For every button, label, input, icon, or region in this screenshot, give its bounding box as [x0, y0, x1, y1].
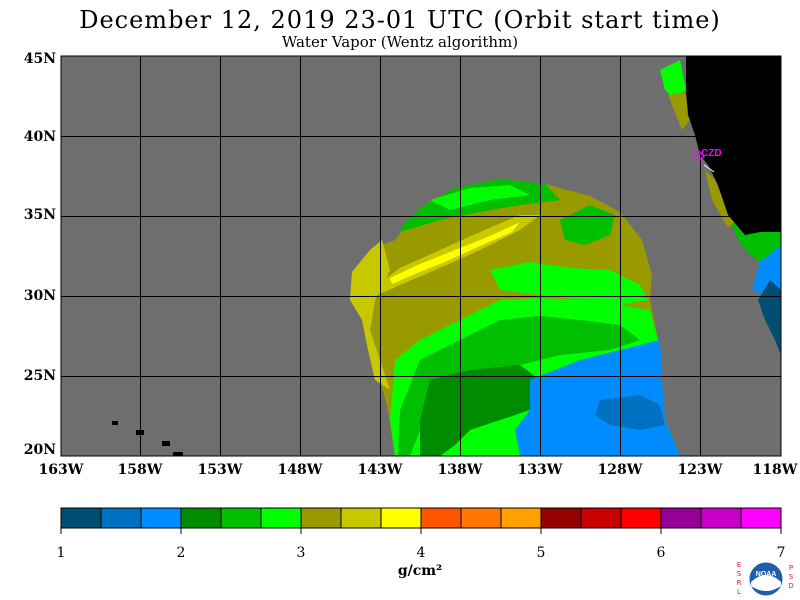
colorbar-swatch	[420, 507, 462, 529]
colorbar-swatch	[700, 507, 742, 529]
hawaii-island-kauai	[112, 421, 118, 425]
colorbar-swatch	[300, 507, 342, 529]
colorbar-swatch	[580, 507, 622, 529]
colorbar-swatch	[460, 507, 502, 529]
colorbar-tick-7: 7	[776, 545, 786, 561]
swath-bright-green-north	[430, 185, 530, 210]
colorbar-swatch	[140, 507, 182, 529]
swath-dark-green	[398, 316, 640, 456]
lon-label-128w: 128W	[597, 462, 643, 478]
map-subtitle: Water Vapor (Wentz algorithm)	[281, 33, 519, 51]
colorbar-swatch	[620, 507, 662, 529]
colorbar	[60, 507, 782, 534]
colorbar-tick-6: 6	[656, 545, 666, 561]
lat-label-30n: 30N	[23, 288, 56, 304]
lon-label-133w: 133W	[517, 462, 563, 478]
graticule	[61, 56, 781, 456]
coastal-dark-blue	[758, 280, 781, 355]
colorbar-tick-1: 1	[56, 545, 66, 561]
lat-label-40n: 40N	[23, 129, 56, 145]
colorbar-swatch	[660, 507, 702, 529]
colorbar-swatch	[100, 507, 142, 529]
data-swath	[112, 56, 781, 456]
colorbar-swatch	[220, 507, 262, 529]
colorbar-swatch	[260, 507, 302, 529]
colorbar-units: g/cm²	[397, 563, 443, 579]
lon-label-118w: 118W	[752, 462, 798, 478]
lon-label-123w: 123W	[677, 462, 723, 478]
coastal-north-olive	[668, 92, 690, 130]
colorbar-swatch	[740, 507, 782, 529]
swath-yellow-core	[390, 222, 520, 284]
map-title: December 12, 2019 23-01 UTC (Orbit start…	[79, 6, 721, 34]
colorbar-tick-3: 3	[296, 545, 306, 561]
swath-mid-blue	[595, 395, 665, 430]
noaa-emblem-icon: NOAA	[748, 561, 784, 597]
coastal-north-green	[660, 60, 686, 100]
colorbar-swatch	[180, 507, 222, 529]
coastal-green	[728, 215, 781, 262]
lat-label-35n: 35N	[23, 207, 56, 223]
lat-label-25n: 25N	[23, 368, 56, 384]
colorbar-swatch	[60, 507, 102, 529]
colorbar-tick-2: 2	[176, 545, 186, 561]
lon-label-158w: 158W	[117, 462, 163, 478]
swath-green-ne	[560, 205, 615, 245]
lat-label-20n: 20N	[23, 442, 56, 458]
lon-label-148w: 148W	[277, 462, 323, 478]
station-label: CZD	[701, 148, 722, 159]
colorbar-swatch	[500, 507, 542, 529]
station-marker-icon	[692, 150, 705, 161]
logo-name: NOAA	[756, 571, 777, 578]
swath-green-mid	[490, 262, 648, 305]
north-america-land	[686, 56, 781, 235]
colorbar-swatch	[340, 507, 382, 529]
colorbar-tick-4: 4	[416, 545, 426, 561]
lon-label-163w: 163W	[38, 462, 84, 478]
hawaii-island-big	[173, 452, 183, 456]
hawaii-island-maui	[162, 441, 170, 446]
lat-label-45n: 45N	[23, 51, 56, 67]
lon-label-143w: 143W	[357, 462, 403, 478]
colorbar-tick-5: 5	[536, 545, 546, 561]
swath-forest-green	[420, 365, 540, 456]
lon-label-153w: 153W	[197, 462, 243, 478]
lon-label-138w: 138W	[437, 462, 483, 478]
colorbar-swatch	[540, 507, 582, 529]
colorbar-swatch	[380, 507, 422, 529]
